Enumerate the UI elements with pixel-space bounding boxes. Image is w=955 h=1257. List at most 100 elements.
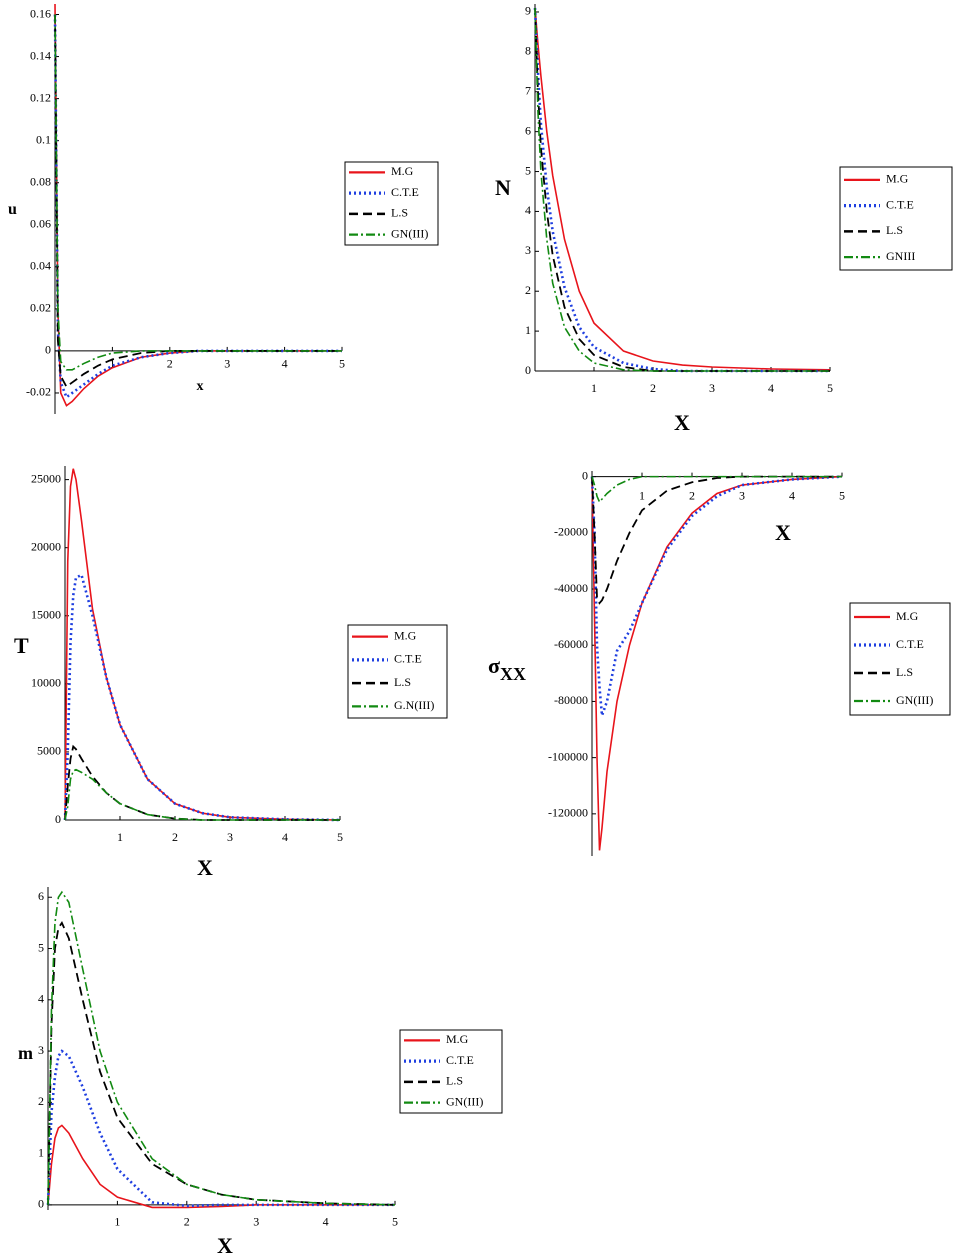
- y-tick-label: 0.1: [36, 132, 51, 146]
- y-tick-label: -120000: [548, 806, 588, 820]
- legend-box: [849, 602, 951, 716]
- x-tick-label: 2: [650, 381, 656, 395]
- y-tick-label: 0: [525, 363, 531, 377]
- y-tick-label: 0.04: [30, 259, 51, 273]
- x-tick-label: 4: [282, 357, 288, 371]
- series-line: [534, 7, 831, 371]
- y-axis-symbol: u: [8, 201, 17, 218]
- y-tick-label: -20000: [554, 525, 588, 539]
- series-line: [63, 573, 341, 822]
- legend-label: M.G: [394, 628, 417, 642]
- x-tick-label: 2: [689, 488, 695, 502]
- x-tick-label: 1: [117, 830, 123, 844]
- y-tick-label: -80000: [554, 693, 588, 707]
- legend-box: [344, 161, 439, 246]
- series-line: [590, 475, 843, 716]
- legend-box: [839, 166, 953, 271]
- legend-label: L.S: [391, 206, 408, 220]
- y-tick-label: 0: [38, 1197, 44, 1211]
- legend-label: G.N(III): [394, 698, 434, 712]
- legend-label: L.S: [896, 665, 913, 679]
- series-line: [47, 1124, 395, 1209]
- legend-label: GN(III): [446, 1094, 483, 1108]
- x-tick-label: 1: [591, 381, 597, 395]
- x-axis-label: X: [775, 520, 791, 545]
- legend-label: M.G: [446, 1032, 469, 1046]
- legend-label: GN(III): [896, 693, 933, 707]
- series-line: [54, 14, 342, 371]
- legend-label: C.T.E: [446, 1053, 474, 1067]
- y-tick-label: 3: [38, 1043, 44, 1057]
- legend-label: L.S: [446, 1074, 463, 1088]
- y-axis-symbol: m: [18, 1043, 33, 1063]
- y-tick-label: 0.02: [30, 301, 51, 315]
- x-tick-label: 1: [639, 488, 645, 502]
- series-line: [591, 475, 842, 504]
- y-tick-label: 1: [525, 323, 531, 337]
- y-axis-symbol: σ: [488, 653, 500, 678]
- x-tick-label: 4: [282, 830, 288, 844]
- x-tick-label: 4: [768, 381, 774, 395]
- x-tick-label: 2: [167, 357, 173, 371]
- y-tick-label: 6: [38, 889, 44, 903]
- y-tick-label: 0.16: [30, 6, 51, 20]
- series-line: [591, 475, 842, 605]
- y-tick-label: 7: [525, 84, 531, 98]
- legend-label: M.G: [896, 609, 919, 623]
- y-tick-label: 10000: [31, 676, 61, 690]
- legend-label: L.S: [394, 675, 411, 689]
- series-line: [533, 7, 830, 373]
- y-tick-label: 0.14: [30, 48, 51, 62]
- y-tick-label: 3: [525, 243, 531, 257]
- legend-box: [399, 1029, 503, 1114]
- series-line: [53, 14, 342, 400]
- legend-box: [347, 624, 448, 719]
- series-line: [64, 744, 340, 821]
- series-line: [64, 768, 340, 821]
- chart-panel: 0 1 2 3 4 5 6 7 8 9 1 2 3 4 5 X N M.G C.T.E L.S GNIII: [495, 4, 953, 435]
- y-tick-label: 1: [38, 1145, 44, 1159]
- y-tick-label: 4: [38, 992, 44, 1006]
- y-tick-label: 8: [525, 44, 531, 58]
- y-axis-label: m: [18, 1043, 33, 1063]
- y-tick-label: 15000: [31, 608, 61, 622]
- x-tick-label: 3: [709, 381, 715, 395]
- x-tick-label: 2: [172, 830, 178, 844]
- y-axis-label: σXX: [488, 653, 526, 684]
- series-line: [47, 921, 396, 1206]
- legend-label: M.G: [391, 164, 414, 178]
- legend-label: M.G: [886, 172, 909, 186]
- y-tick-label: 6: [525, 123, 531, 137]
- y-tick-label: 5000: [37, 744, 61, 758]
- y-axis-label: u: [8, 201, 17, 218]
- y-tick-label: 5: [38, 940, 44, 954]
- y-tick-label: 2: [38, 1094, 44, 1108]
- y-tick-label: 0.08: [30, 174, 51, 188]
- x-tick-label: 1: [114, 1215, 120, 1229]
- x-tick-label: 5: [827, 381, 833, 395]
- series-line: [54, 14, 342, 389]
- x-axis-label: X: [197, 855, 213, 880]
- x-tick-label: 4: [323, 1215, 329, 1229]
- y-tick-label: 25000: [31, 471, 61, 485]
- x-tick-label: 3: [739, 488, 745, 502]
- y-tick-label: 4: [525, 203, 531, 217]
- y-axis-symbol: T: [14, 633, 29, 658]
- series-line: [46, 1049, 395, 1208]
- x-axis-label: X: [674, 410, 690, 435]
- y-axis-symbol: N: [495, 175, 511, 200]
- chart-panel: 0 5000 10000 15000 20000 25000 1 2 3 4 5 X T M.G C.T.E…: [14, 466, 448, 880]
- x-tick-label: 3: [227, 830, 233, 844]
- chart-panel: -0.02 0 0.02 0.04 0.06 0.08 0.1 0.12 0.14 0.16 1 2 3…: [8, 3, 439, 414]
- x-tick-label: 5: [337, 830, 343, 844]
- series-line: [54, 3, 342, 407]
- legend-label: L.S: [886, 223, 903, 237]
- y-tick-label: -60000: [554, 637, 588, 651]
- y-tick-label: 5: [525, 163, 531, 177]
- y-tick-label: 0.06: [30, 217, 51, 231]
- y-tick-label: 20000: [31, 539, 61, 553]
- legend-label: C.T.E: [391, 185, 419, 199]
- y-tick-label: 0: [55, 812, 61, 826]
- y-tick-label: -40000: [554, 581, 588, 595]
